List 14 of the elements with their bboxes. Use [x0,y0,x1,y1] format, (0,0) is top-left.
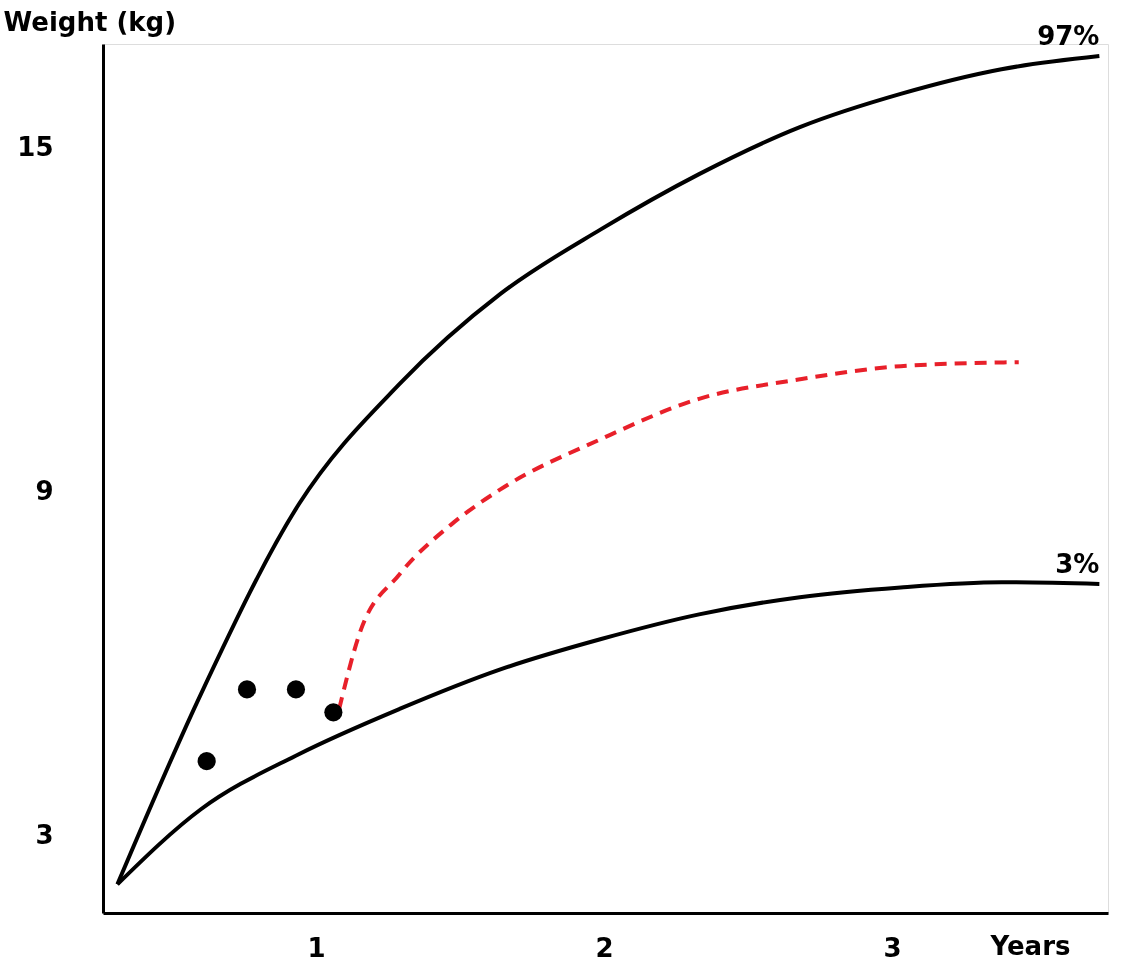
y-tick-label: 3 [35,819,54,850]
series-label: 3% [1055,548,1100,579]
point [286,680,306,699]
point [237,680,257,699]
x-tick-label: 2 [595,932,614,963]
point [197,752,216,771]
point [324,703,343,722]
series-label: 97% [1037,21,1100,52]
y-tick-label: 9 [35,475,54,506]
y-tick-label: 15 [17,131,54,162]
x-tick-label: 1 [307,932,326,963]
y-axis-title: Weight (kg) [3,6,177,37]
x-axis-title: Years [989,930,1071,961]
x-tick-label: 3 [883,932,902,963]
